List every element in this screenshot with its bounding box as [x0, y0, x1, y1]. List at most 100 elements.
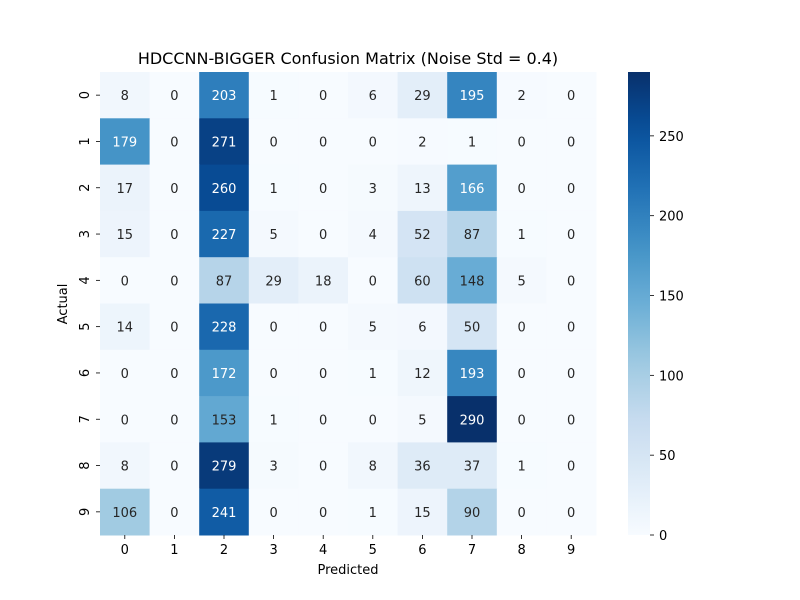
heatmap-cell-6-3	[248, 349, 299, 397]
heatmap-cell-9-3	[248, 488, 299, 536]
heatmap-cell-7-0	[100, 396, 151, 443]
cell-value-6-3: 0	[269, 367, 277, 382]
cell-value-1-8: 0	[517, 135, 525, 150]
heatmap-cell-0-4	[298, 72, 349, 119]
cell-value-5-7: 50	[464, 321, 481, 336]
heatmap-cell-4-7	[447, 257, 498, 304]
y-tick-label-1: 1	[78, 137, 93, 145]
cell-value-8-6: 36	[414, 460, 431, 475]
cell-value-7-5: 0	[369, 413, 377, 428]
cell-value-7-2: 153	[212, 413, 237, 428]
y-tick-label-0: 0	[78, 91, 93, 99]
heatmap-cell-6-5	[348, 349, 399, 397]
cell-value-3-7: 87	[464, 228, 481, 243]
heatmap-cell-8-7	[447, 442, 498, 490]
cell-value-4-0: 0	[121, 274, 129, 289]
heatmap-cell-3-1	[149, 210, 200, 258]
heatmap-cell-5-1	[149, 303, 200, 351]
cell-value-0-7: 195	[460, 89, 485, 104]
cell-value-1-9: 0	[567, 135, 575, 150]
cell-value-8-7: 37	[464, 460, 481, 475]
heatmap-cell-1-1	[149, 118, 200, 166]
y-tick-label-5: 5	[78, 323, 93, 331]
cell-value-7-7: 290	[460, 413, 485, 428]
heatmap-cell-0-7	[447, 72, 498, 119]
cell-value-6-6: 12	[414, 367, 431, 382]
heatmap-cell-7-3	[248, 396, 299, 443]
heatmap-cell-8-4	[298, 442, 349, 490]
heatmap-cell-1-2	[199, 118, 250, 166]
cell-value-4-8: 5	[517, 274, 525, 289]
heatmap-cell-2-1	[149, 164, 200, 212]
heatmap-cell-6-2	[199, 349, 250, 397]
heatmap-cell-4-4	[298, 257, 349, 304]
x-tick-label-8: 8	[517, 543, 525, 558]
heatmap-cell-3-3	[248, 210, 299, 258]
x-tick-label-5: 5	[369, 543, 377, 558]
cell-value-3-5: 4	[369, 228, 377, 243]
heatmap-cell-3-0	[100, 210, 151, 258]
heatmap-cell-2-4	[298, 164, 349, 212]
heatmap-cell-9-4	[298, 488, 349, 536]
cell-value-3-6: 52	[414, 228, 431, 243]
heatmap-cell-2-9	[546, 164, 597, 212]
cell-value-2-7: 166	[460, 182, 485, 197]
x-tick-label-4: 4	[319, 543, 327, 558]
heatmap-cell-8-1	[149, 442, 200, 490]
cell-value-7-0: 0	[121, 413, 129, 428]
heatmap-cell-0-3	[248, 72, 299, 119]
heatmap-cell-5-0	[100, 303, 151, 351]
colorbar-tick-label-0: 0	[659, 529, 667, 544]
heatmap-cell-1-3	[248, 118, 299, 166]
colorbar-ticks: 0 50 100 150 200 250	[650, 130, 684, 544]
y-tick-label-8: 8	[78, 461, 93, 469]
heatmap-cell-1-6	[397, 118, 448, 166]
heatmap-cell-8-8	[496, 442, 547, 490]
colorbar-tick-label-2: 100	[659, 369, 684, 384]
colorbar-tick-label-4: 200	[659, 210, 684, 225]
heatmap-cell-1-5	[348, 118, 399, 166]
heatmap-cell-7-2	[199, 396, 250, 443]
heatmap-cell-7-6	[397, 396, 448, 443]
cell-value-2-5: 3	[369, 182, 377, 197]
heatmap-cell-5-2	[199, 303, 250, 351]
cell-value-3-9: 0	[567, 228, 575, 243]
heatmap-cell-3-7	[447, 210, 498, 258]
heatmap-cell-9-0	[100, 488, 151, 536]
y-tick-label-7: 7	[78, 415, 93, 423]
cell-value-9-1: 0	[170, 506, 178, 521]
heatmap-cell-0-9	[546, 72, 597, 119]
heatmap-cell-5-4	[298, 303, 349, 351]
heatmap-cell-0-8	[496, 72, 547, 119]
heatmap-cell-0-1	[149, 72, 200, 119]
cell-value-6-1: 0	[170, 367, 178, 382]
heatmap-cell-2-3	[248, 164, 299, 212]
cell-value-1-5: 0	[369, 135, 377, 150]
cell-value-6-7: 193	[460, 367, 485, 382]
cell-value-0-2: 203	[212, 89, 237, 104]
heatmap-cell-9-8	[496, 488, 547, 536]
cell-value-9-9: 0	[567, 506, 575, 521]
heatmap-cell-5-7	[447, 303, 498, 351]
cell-value-6-4: 0	[319, 367, 327, 382]
cell-value-0-8: 2	[517, 89, 525, 104]
cell-value-4-4: 18	[315, 274, 332, 289]
cell-value-0-1: 0	[170, 89, 178, 104]
heatmap-cell-0-2	[199, 72, 250, 119]
heatmap-cell-7-9	[546, 396, 597, 443]
cell-value-0-6: 29	[414, 89, 431, 104]
cell-value-2-8: 0	[517, 182, 525, 197]
cell-value-0-3: 1	[269, 89, 277, 104]
x-tick-label-2: 2	[220, 543, 228, 558]
heatmap-cell-4-0	[100, 257, 151, 304]
cell-value-7-6: 5	[418, 413, 426, 428]
colorbar-tick-label-5: 250	[659, 130, 684, 145]
cell-value-1-4: 0	[319, 135, 327, 150]
heatmap-cells	[100, 72, 597, 536]
y-tick-label-9: 9	[78, 508, 93, 516]
cell-value-1-0: 179	[112, 135, 137, 150]
y-tick-label-3: 3	[78, 230, 93, 238]
heatmap-cell-4-9	[546, 257, 597, 304]
heatmap-cell-7-5	[348, 396, 399, 443]
cell-value-5-9: 0	[567, 321, 575, 336]
